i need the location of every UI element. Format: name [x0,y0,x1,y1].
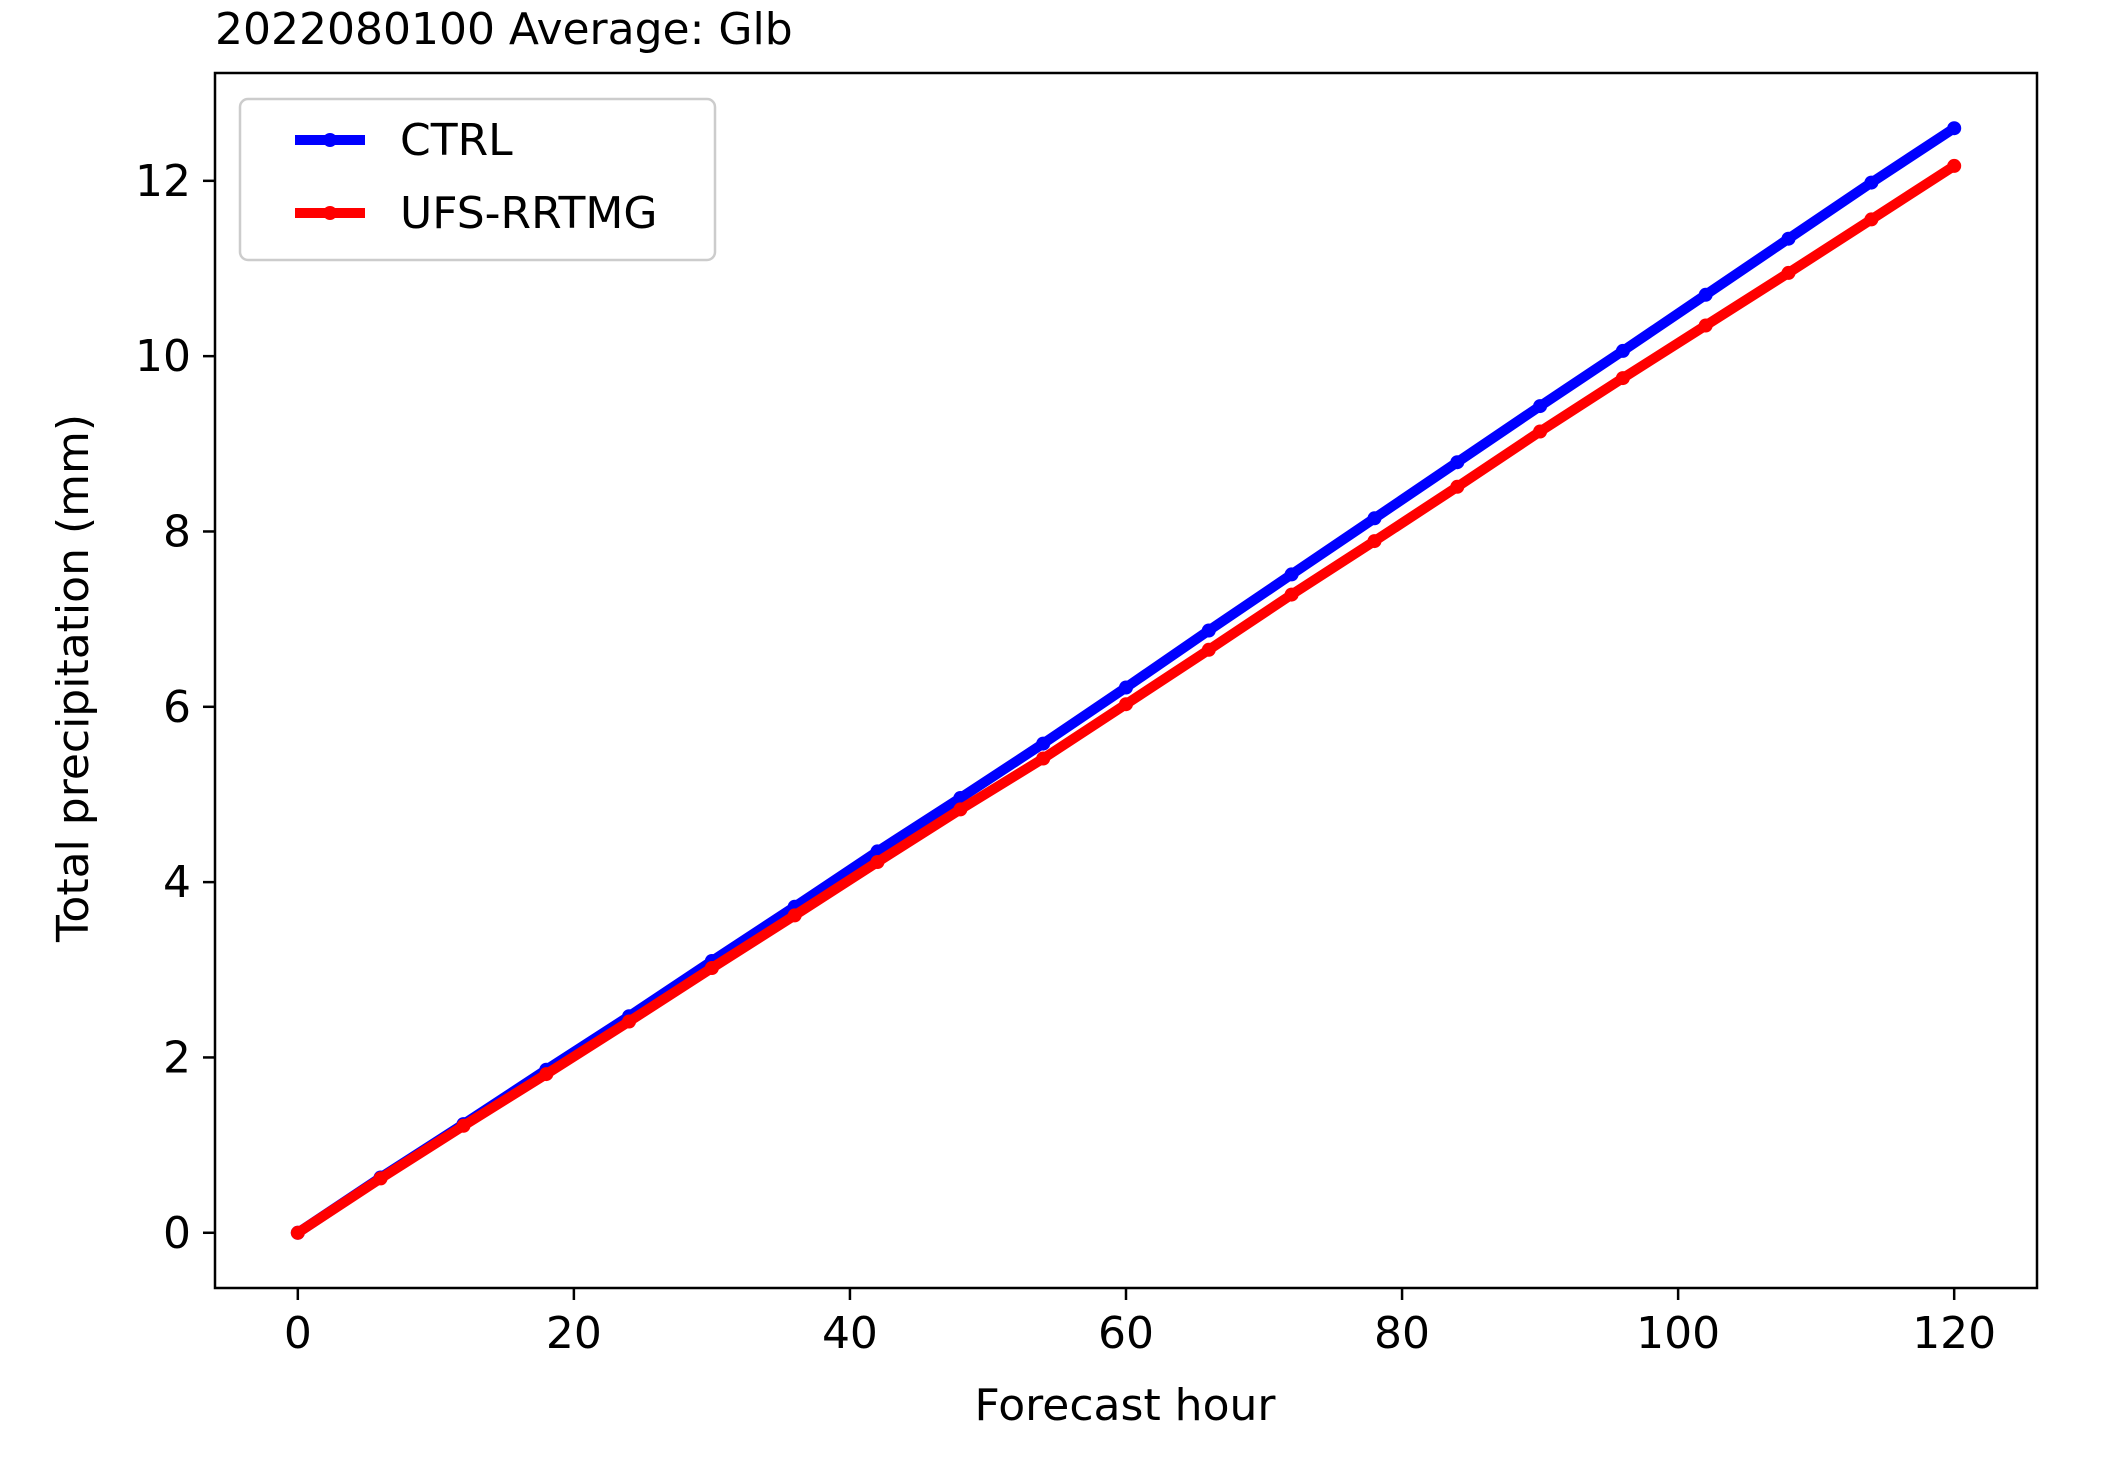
data-point-1-15 [1533,399,1548,414]
data-point-2-11 [1201,642,1216,657]
y-axis-label: Total precipitation (mm) [48,414,99,943]
data-point-1-12 [1284,567,1299,582]
data-point-2-19 [1864,212,1879,227]
data-point-1-13 [1367,511,1382,526]
x-axis-label: Forecast hour [975,1380,1277,1431]
data-point-2-5 [704,961,719,975]
legend-label-1: CTRL [400,115,513,166]
data-point-2-17 [1698,318,1713,333]
data-point-1-10 [1119,680,1133,695]
x-tick-label: 100 [1636,1308,1720,1359]
legend: CTRL UFS-RRTMG [238,97,717,262]
x-tick-label: 40 [822,1308,878,1359]
data-point-2-3 [539,1067,554,1082]
y-tick-label: 8 [163,506,191,557]
y-tick-label: 6 [163,682,191,733]
data-point-1-11 [1201,623,1216,638]
y-tick-label: 2 [163,1032,191,1083]
data-point-2-18 [1781,265,1796,280]
legend-label-2: UFS-RRTMG [400,188,657,239]
y-tick-label: 12 [135,156,191,207]
data-point-1-19 [1864,175,1879,190]
x-tick-label: 0 [284,1308,312,1359]
data-point-1-16 [1615,343,1630,358]
y-tick-label: 0 [163,1208,191,1259]
data-point-1-18 [1781,231,1796,246]
legend-marker-2 [323,206,337,220]
chart-title: 2022080100 Average: Glb [215,4,793,55]
data-point-2-14 [1450,479,1465,494]
data-point-2-10 [1119,697,1133,712]
data-point-2-8 [953,802,968,817]
data-point-2-20 [1947,158,1962,173]
y-tick-label: 10 [135,331,191,382]
data-point-2-1 [373,1171,388,1186]
data-point-2-12 [1284,587,1299,602]
x-tick-label: 80 [1374,1308,1430,1359]
data-point-2-16 [1615,371,1630,386]
data-point-2-6 [787,908,802,923]
data-point-1-20 [1947,121,1962,136]
data-point-1-14 [1450,455,1465,470]
data-point-2-7 [870,855,885,869]
data-point-2-4 [622,1014,637,1029]
x-tick-label: 60 [1098,1308,1154,1359]
data-point-2-0 [290,1225,305,1240]
y-tick-label: 4 [163,857,191,908]
data-point-1-17 [1698,287,1713,302]
data-point-2-15 [1533,424,1548,439]
x-tick-label: 120 [1912,1308,1996,1359]
x-tick-label: 20 [546,1308,602,1359]
legend-marker-1 [323,133,337,147]
data-point-2-13 [1367,534,1382,549]
data-point-2-9 [1036,751,1051,766]
data-point-2-2 [456,1118,471,1133]
data-point-1-9 [1036,736,1051,751]
